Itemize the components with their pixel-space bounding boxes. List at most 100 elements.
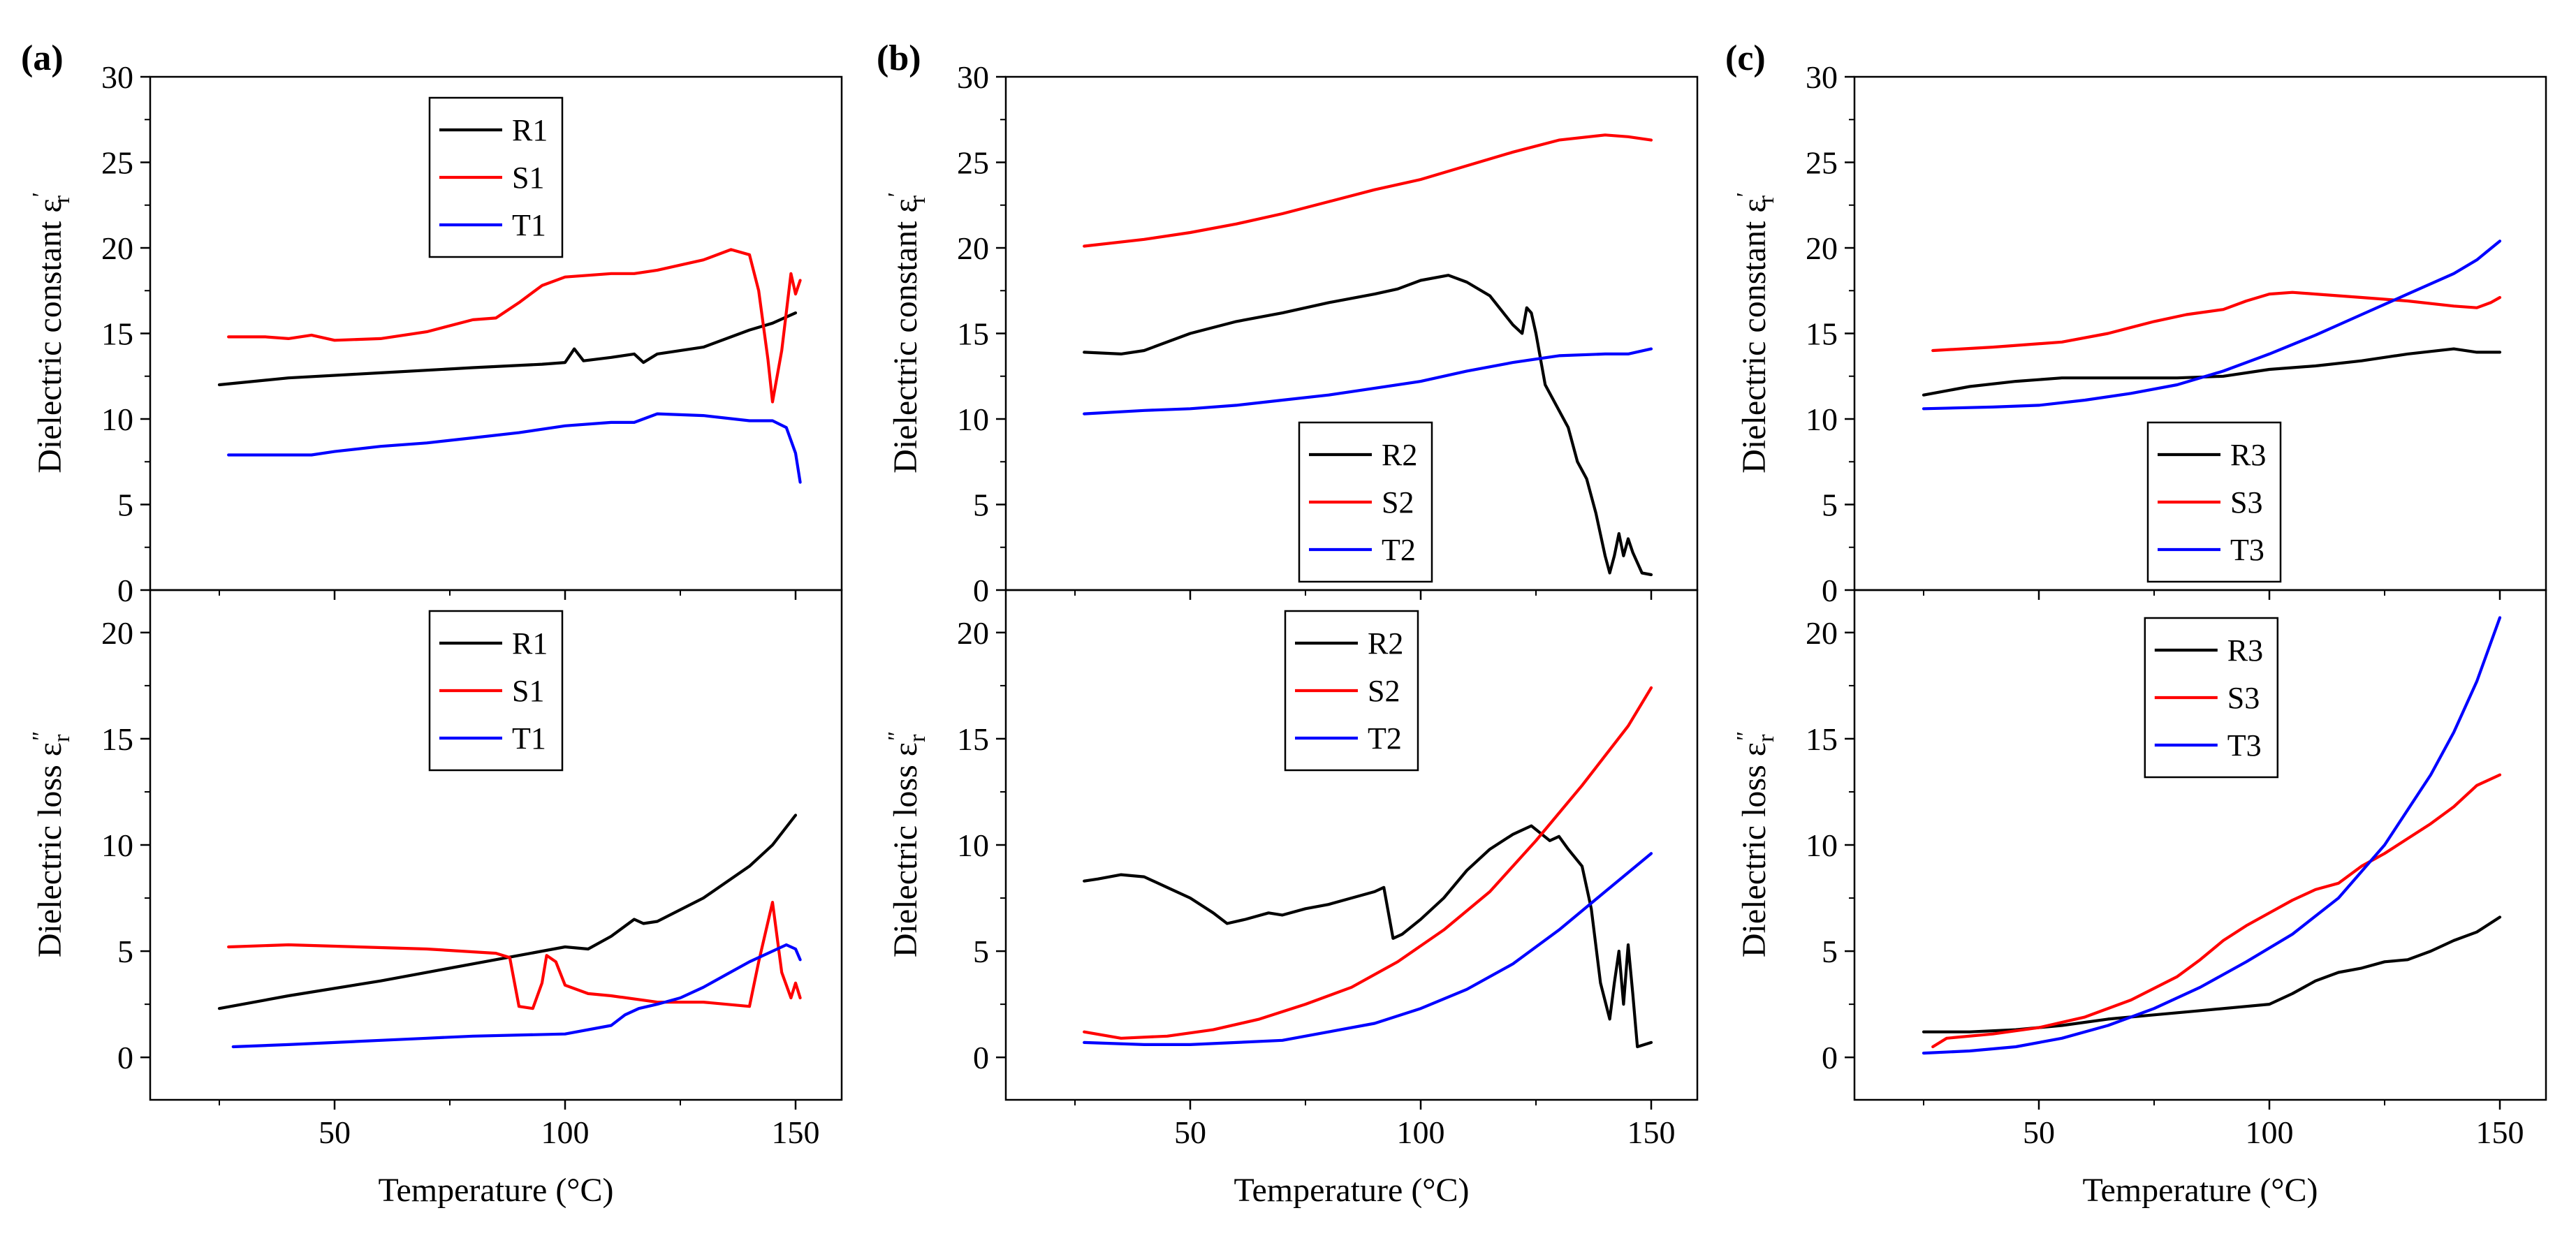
panel-a: (a) 0 5 10 15 20 25 30 Dielectric constant ε'r R1… [21,38,843,1209]
panel-c-top-ytick-label: 0 [1822,573,1838,608]
panel-b-bottom-legend-label-t2: T2 [1368,721,1402,756]
panel-b-bottom-series-r2 [1083,824,1653,1049]
panel-c-top-plot: 0 5 10 15 20 25 30 Dielectric constant ε'r R3 S3 T… [1732,59,2547,608]
panel-c-bottom-series-t3 [1922,616,2502,1055]
panel-a-top-series-s1 [227,248,802,404]
panel-b-letter: (b) [877,38,921,78]
panel-a-bottom-ytick-label: 20 [101,615,133,651]
panel-a-bottom-ytick-label: 10 [101,827,133,863]
panel-b-bottom-ytick-label: 0 [973,1040,989,1075]
panel-a-top-ytick-label: 30 [101,59,133,95]
panel-c-bottom-legend: R3 S3 T3 [2144,617,2279,779]
panel-c-bottom-series-r3 [1922,915,2502,1033]
panel-a-top-ytick-label: 10 [101,402,133,437]
panel-b-top-ytick-label: 10 [957,402,989,437]
panel-b-top-ytick-label: 5 [973,487,989,523]
panel-b-top-legend: R2 S2 T2 [1298,421,1433,583]
panel-a-bottom-plot: 0 5 10 15 20 Dielectric loss ε"r R1 S1 T1 [28,589,843,1110]
panel-b-bottom-plot: 0 5 10 15 20 Dielectric loss ε"r R2 S2 T2 [884,589,1699,1110]
panel-c-bottom-plot: 0 5 10 15 20 Dielectric loss ε"r R3 S3 T3 [1732,589,2547,1110]
panel-b-top-legend-label-t2: T2 [1382,533,1416,567]
panel-c-xtick-label: 100 [2246,1114,2294,1150]
panel-a-xtick-label: 100 [541,1114,590,1150]
panel-c-top-ytick-label: 15 [1806,316,1838,352]
panel-b-bottom-legend-label-s2: S2 [1368,674,1400,708]
panel-a-bottom-ylabel: Dielectric loss ε"r [28,732,75,957]
panel-a-xtick-label: 150 [772,1114,820,1150]
panel-b-top-legend-label-r2: R2 [1382,438,1417,472]
panel-a-bottom-legend-label-s1: S1 [512,674,544,708]
panel-c-bottom-ytick-label: 10 [1806,827,1838,863]
panel-c-bottom-ytick-label: 5 [1822,934,1838,969]
panel-b-bottom-legend: R2 S2 T2 [1284,610,1419,772]
panel-b-top-series-r2 [1083,274,1653,577]
panel-a-bottom-legend: R1 S1 T1 [428,610,564,772]
panel-c-bottom-ytick-label: 0 [1822,1040,1838,1075]
panel-a-top-series-r1 [217,311,798,387]
panel-a-top-legend: R1 S1 T1 [428,96,564,258]
panel-a-top-legend-label-t1: T1 [512,208,546,242]
panel-b-bottom-ylabel: Dielectric loss ε"r [884,732,930,957]
panel-a-top-legend-label-s1: S1 [512,161,544,195]
panel-c-bottom-ytick-label: 15 [1806,721,1838,757]
panel-b-xtick-label: 150 [1627,1114,1676,1150]
panel-a-bottom-ytick-label: 5 [117,934,133,969]
panel-c-bottom-legend-label-t3: T3 [2227,728,2262,763]
panel-b-top-ytick-label: 20 [957,230,989,266]
panel-c-bottom-legend-label-r3: R3 [2227,633,2263,668]
panel-b-top-ytick-label: 25 [957,145,989,181]
panel-a-bottom-ytick-label: 15 [101,721,133,757]
panel-c-xlabel: Temperature (°C) [2082,1172,2318,1209]
panel-c: (c) 0 5 10 15 20 25 30 Dielectric constant ε'r R3… [1725,38,2547,1209]
panel-c-top-ytick-label: 5 [1822,487,1838,523]
panel-b-bottom-ytick-label: 5 [973,934,989,969]
panel-c-bottom-ylabel: Dielectric loss ε"r [1732,732,1779,957]
panel-c-top-legend: R3 S3 T3 [2146,421,2282,583]
panel-b-xtick-label: 50 [1174,1114,1206,1150]
panel-a-top-legend-label-r1: R1 [512,113,548,147]
panel-c-xtick-label: 50 [2023,1114,2055,1150]
panel-a-top-ytick-label: 20 [101,230,133,266]
panel-a-top-plot: 0 5 10 15 20 25 30 Dielectric constant ε'r R1 S1 T… [28,59,843,608]
panel-c-top-ytick-label: 20 [1806,230,1838,266]
panel-c-bottom-series-s3 [1931,773,2502,1049]
panel-b-top-ylabel: Dielectric constant ε'r [884,193,930,473]
panel-a-top-ylabel: Dielectric constant ε'r [28,193,75,473]
panel-b-bottom-ytick-label: 10 [957,827,989,863]
panel-b-top-ytick-label: 15 [957,316,989,352]
panel-a-top-ytick-label: 5 [117,487,133,523]
panel-c-top-ytick-label: 30 [1806,59,1838,95]
panel-b-bottom-legend-label-r2: R2 [1368,626,1403,661]
panel-b-xtick-label: 100 [1397,1114,1445,1150]
panel-b-top-legend-label-s2: S2 [1382,485,1414,520]
panel-a-letter: (a) [21,38,64,78]
panel-c-top-legend-label-r3: R3 [2230,438,2266,472]
panel-b-top-series-s2 [1083,133,1653,248]
panel-b-bottom-ytick-label: 15 [957,721,989,757]
panel-a-top-ytick-label: 0 [117,573,133,608]
panel-c-top-legend-label-t3: T3 [2230,533,2264,567]
panel-b-bottom-ytick-label: 20 [957,615,989,651]
panel-a-top-ytick-label: 25 [101,145,133,181]
panel-a-top-series-t1 [227,412,802,484]
panel-c-top-series-s3 [1931,290,2502,353]
panel-a-top-ytick-label: 15 [101,316,133,352]
panel-c-top-ylabel: Dielectric constant ε'r [1732,193,1779,473]
panel-b-bottom-series-s2 [1083,686,1653,1040]
panel-b: (b) 0 5 10 15 20 25 30 Dielectric constant ε'r R2… [877,38,1699,1209]
panel-a-xtick-label: 50 [319,1114,351,1150]
panel-b-xlabel: Temperature (°C) [1234,1172,1469,1209]
panel-c-bottom-ytick-label: 20 [1806,615,1838,651]
panel-b-top-plot: 0 5 10 15 20 25 30 Dielectric constant ε'r R2 S2 T… [884,59,1699,608]
panel-a-bottom-series-t1 [231,943,802,1049]
panel-c-letter: (c) [1725,38,1766,78]
panel-a-bottom-series-s1 [227,901,802,1010]
panel-b-top-ytick-label: 30 [957,59,989,95]
panel-c-top-series-t3 [1922,240,2502,411]
panel-b-top-ytick-label: 0 [973,573,989,608]
panel-c-top-ytick-label: 25 [1806,145,1838,181]
panel-c-top-series-r3 [1922,347,2502,397]
panel-a-bottom-series-r1 [217,814,798,1010]
panel-a-bottom-legend-label-r1: R1 [512,626,548,661]
